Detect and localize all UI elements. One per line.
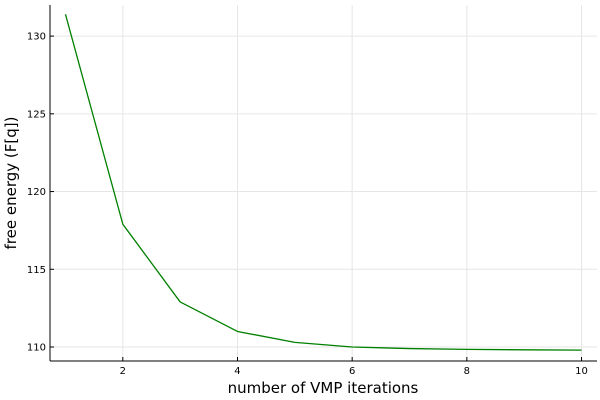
- axes: [49, 5, 597, 362]
- x-tick-label: 6: [349, 366, 355, 377]
- x-tick-label: 2: [120, 366, 126, 377]
- series-group: [64, 14, 582, 351]
- x-tick-label: 10: [575, 366, 588, 377]
- y-tick-label: 115: [27, 265, 46, 276]
- y-axis-label: free energy (F[q]): [2, 117, 20, 250]
- grid: [50, 5, 597, 361]
- y-tick-label: 125: [27, 109, 46, 120]
- tick-labels: 2 4 6 8 10 110 115 120 125 130: [27, 32, 588, 377]
- series-line: [64, 14, 582, 351]
- x-tick-label: 4: [234, 366, 240, 377]
- y-tick-label: 110: [27, 343, 46, 354]
- x-tick-label: 8: [464, 366, 470, 377]
- y-tick-label: 130: [27, 32, 46, 43]
- x-axis-label: number of VMP iterations: [228, 379, 419, 397]
- y-tick-label: 120: [27, 187, 46, 198]
- tick-marks: [50, 35, 583, 361]
